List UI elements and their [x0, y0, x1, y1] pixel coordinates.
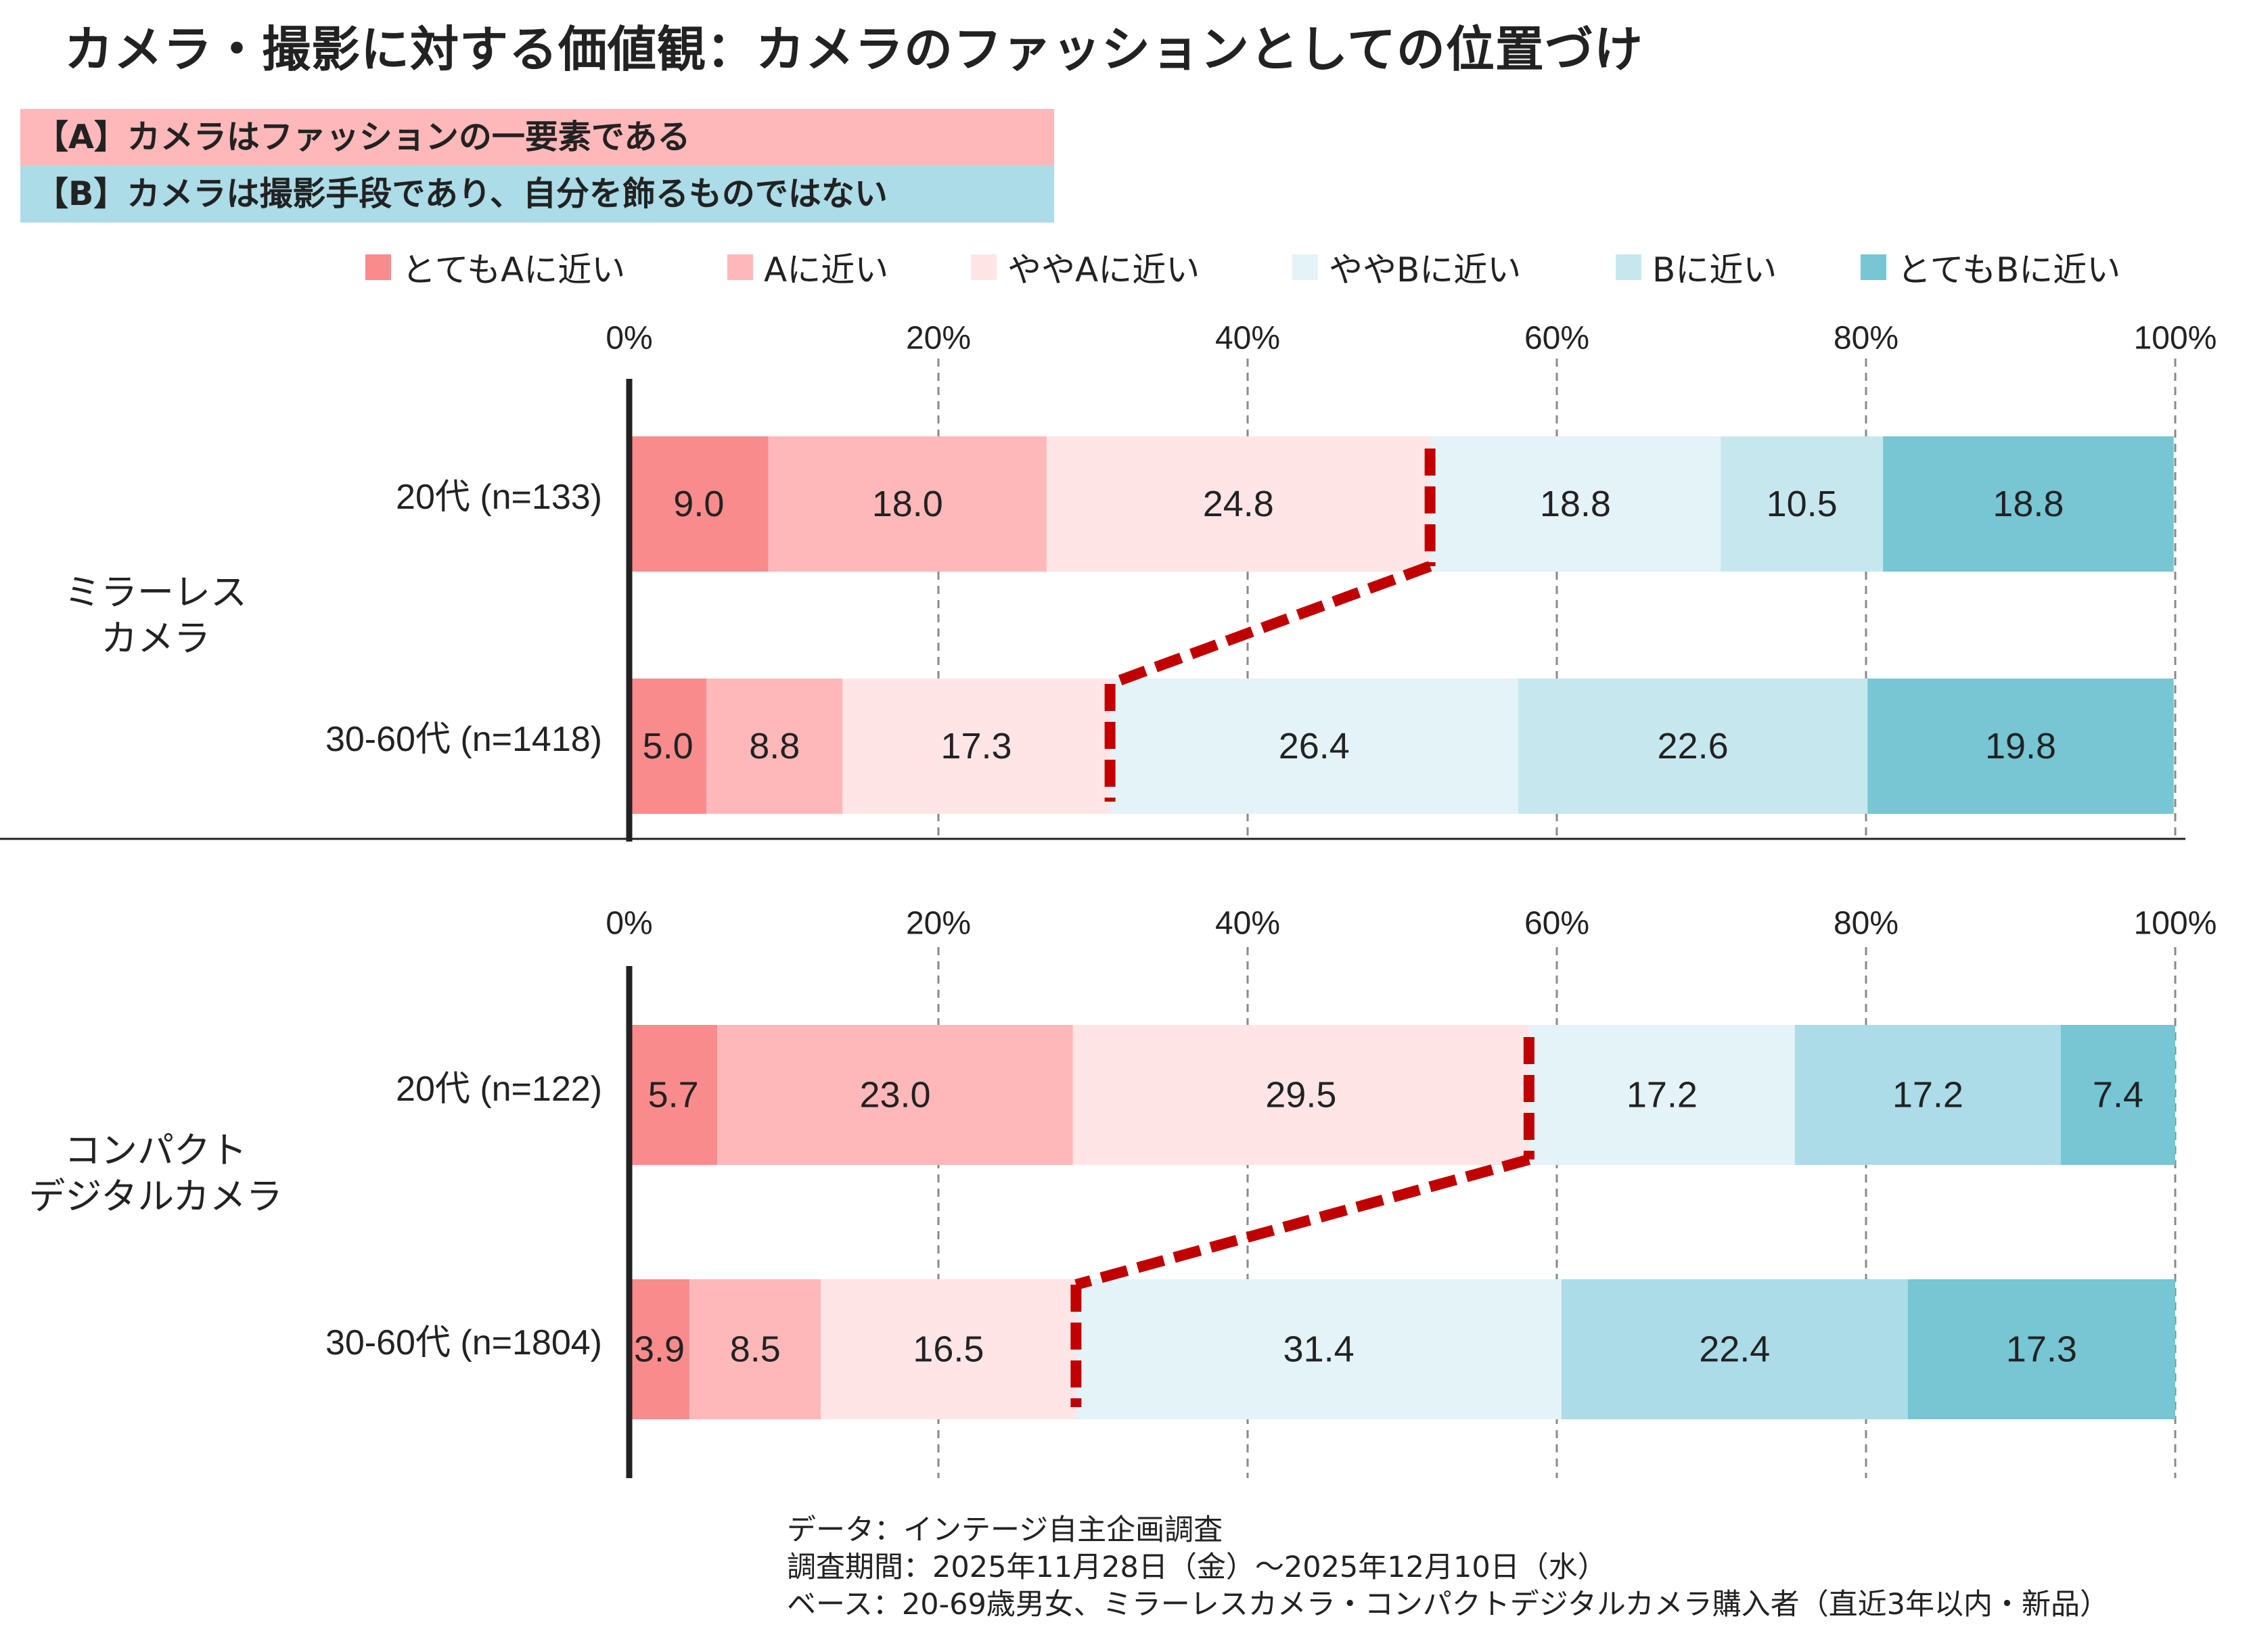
bar-segment — [1046, 436, 1430, 572]
data-label: 22.4 — [1699, 1329, 1770, 1370]
data-label: 31.4 — [1283, 1329, 1355, 1370]
bar-segment — [629, 1279, 690, 1419]
source-line: ベース：20-69歳男女、ミラーレスカメラ・コンパクトデジタルカメラ購入者（直近… — [787, 1588, 2110, 1622]
bar-segment — [1907, 1279, 2175, 1419]
bar-segment — [2060, 1025, 2175, 1165]
bar-segment — [1794, 1025, 2061, 1165]
x-tick-label: 0% — [606, 906, 652, 942]
divider-line — [1074, 1154, 1531, 1290]
data-label: 22.6 — [1658, 726, 1729, 766]
x-tick-label: 100% — [2134, 321, 2217, 357]
data-label: 5.0 — [643, 726, 694, 766]
data-label: 10.5 — [1767, 484, 1838, 524]
data-label: 18.8 — [1993, 484, 2064, 524]
data-label: 17.3 — [940, 726, 1011, 766]
bar-segment — [629, 679, 707, 814]
x-tick-label: 100% — [2134, 906, 2217, 942]
legend-swatch — [971, 254, 997, 280]
bar-segment — [1518, 679, 1868, 814]
bar-segment — [629, 1025, 718, 1165]
data-label: 8.8 — [749, 726, 800, 766]
data-label: 19.8 — [1985, 726, 2056, 766]
bar-segment — [706, 679, 843, 814]
bar-segment — [629, 436, 769, 572]
legend-swatch — [1616, 254, 1641, 280]
bar-segment — [1072, 1025, 1529, 1165]
source-note: データ：インテージ自主企画調査 調査期間：2025年11月28日（金）～2025… — [787, 1512, 2109, 1624]
data-label: 5.7 — [648, 1075, 699, 1116]
legend-label: Aに近い — [764, 250, 889, 290]
legend-swatch — [1861, 254, 1886, 280]
x-tick-label: 80% — [1834, 906, 1898, 942]
bar-segment — [1430, 436, 1721, 572]
bar-segment — [1721, 436, 1884, 572]
bar-segment — [1867, 679, 2174, 814]
x-tick-label: 0% — [606, 321, 652, 357]
bar-segment — [1883, 436, 2174, 572]
legend-swatch — [365, 254, 391, 280]
category-label: 30-60代 (n=1804) — [325, 1323, 602, 1362]
data-label: 18.8 — [1540, 484, 1611, 524]
data-label: 23.0 — [859, 1075, 930, 1116]
legend-label: Bに近い — [1652, 250, 1777, 290]
data-label: 17.2 — [1892, 1075, 1963, 1116]
data-label: 3.9 — [634, 1329, 685, 1370]
bar-segment — [821, 1279, 1076, 1419]
legend-item: ややAに近い — [971, 240, 1200, 294]
definition-a: 【A】カメラはファッションの一要素である — [20, 109, 1054, 166]
bar-segment — [689, 1279, 821, 1419]
data-label: 26.4 — [1279, 726, 1350, 766]
x-tick-label: 60% — [1524, 321, 1589, 357]
bar-segment — [1561, 1279, 1908, 1419]
x-tick-label: 60% — [1524, 906, 1589, 942]
data-label: 17.3 — [2006, 1329, 2077, 1370]
bar-segment — [842, 679, 1110, 814]
bar-segment — [1110, 679, 1518, 814]
legend: とてもAに近い Aに近い ややAに近い ややBに近い Bに近い とてもBに近い — [0, 240, 2251, 294]
category-label: 30-60代 (n=1418) — [325, 720, 602, 759]
data-label: 8.5 — [730, 1329, 781, 1370]
data-label: 24.8 — [1203, 484, 1274, 524]
category-label: 20代 (n=122) — [396, 1070, 602, 1109]
legend-swatch — [1292, 254, 1318, 280]
chart-panel: 0% 20% 40% 60% 80% 100% 5.7 23.0 29.5 17.2 17.2 7.4… — [28, 906, 2217, 1478]
legend-item: とてもBに近い — [1861, 240, 2120, 294]
x-tick-label: 80% — [1834, 321, 1898, 357]
x-tick-label: 40% — [1215, 906, 1280, 942]
data-label: 17.2 — [1627, 1075, 1698, 1116]
data-label: 9.0 — [673, 484, 724, 524]
group-label: コンパクト — [64, 1130, 247, 1171]
legend-label: ややAに近い — [1007, 250, 1200, 290]
legend-swatch — [727, 254, 753, 280]
divider-line — [1108, 561, 1432, 689]
x-tick-label: 20% — [906, 321, 971, 357]
legend-item: ややBに近い — [1292, 240, 1521, 294]
group-label: デジタルカメラ — [28, 1176, 282, 1217]
legend-item: Bに近い — [1616, 240, 1777, 294]
chart-panel: 0% 20% 40% 60% 80% 100% 9.0 18.0 24.8 18.8 10.5 18.… — [0, 321, 2216, 842]
group-label: カメラ — [101, 618, 210, 659]
bar-segment — [717, 1025, 1073, 1165]
x-tick-label: 40% — [1215, 321, 1280, 357]
legend-item: とてもAに近い — [365, 240, 625, 294]
legend-label: ややBに近い — [1329, 250, 1522, 290]
category-label: 20代 (n=133) — [396, 478, 602, 517]
bar-segment — [1076, 1279, 1562, 1419]
bar-segment — [1528, 1025, 1795, 1165]
legend-item: Aに近い — [727, 240, 888, 294]
chart-title: カメラ・撮影に対する価値観：カメラのファッションとしての位置づけ — [64, 21, 1643, 78]
data-label: 7.4 — [2093, 1075, 2143, 1116]
data-label: 16.5 — [913, 1329, 984, 1370]
source-line: 調査期間：2025年11月28日（金）～2025年12月10日（水） — [787, 1551, 1607, 1584]
data-label: 29.5 — [1265, 1075, 1336, 1116]
legend-label: とてもAに近い — [402, 250, 626, 290]
group-label: ミラーレス — [64, 572, 247, 613]
definition-b: 【B】カメラは撮影手段であり、自分を飾るものではない — [20, 166, 1054, 223]
bar-segment — [768, 436, 1047, 572]
data-label: 18.0 — [872, 484, 943, 524]
x-tick-label: 20% — [906, 906, 971, 942]
source-line: データ：インテージ自主企画調査 — [787, 1513, 1223, 1547]
legend-label: とてもBに近い — [1897, 250, 2121, 290]
